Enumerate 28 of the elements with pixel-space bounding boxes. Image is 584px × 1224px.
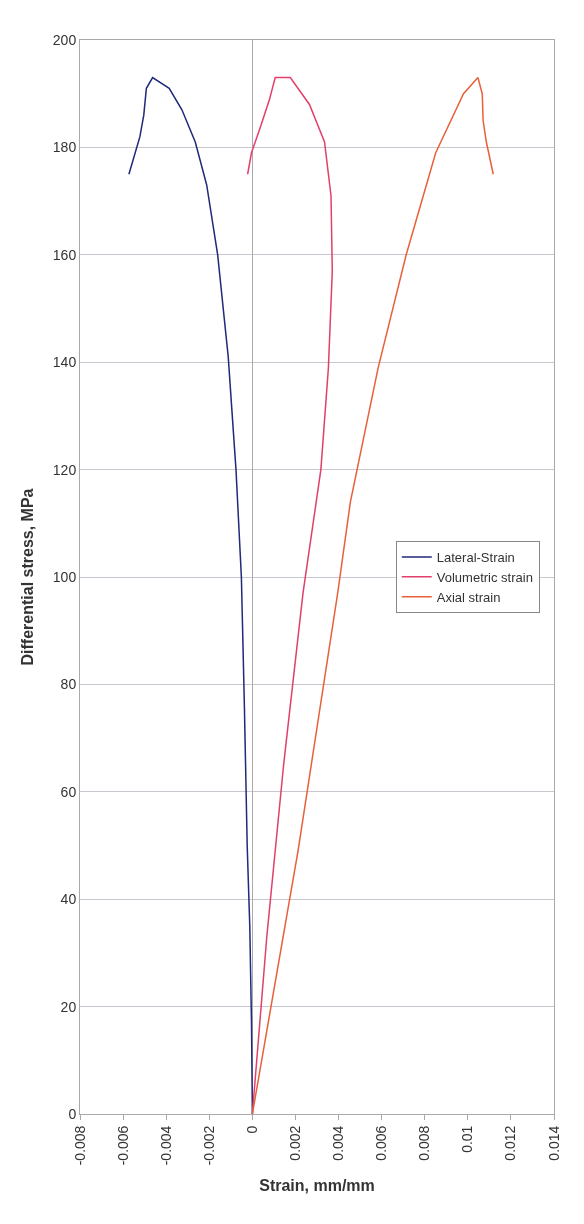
y-tick-label: 120: [52, 461, 77, 478]
x-tick-label: 0.008: [416, 1125, 433, 1161]
x-tick-label: 0.01: [459, 1125, 476, 1153]
y-tick-label: 180: [52, 139, 77, 156]
y-tick-label: 80: [60, 676, 77, 693]
x-tick-label: 0.012: [502, 1125, 519, 1161]
x-tick-label: 0.002: [287, 1125, 303, 1161]
y-tick-label: 40: [60, 891, 77, 908]
x-axis-title: Strain, mm/mm: [259, 1177, 375, 1194]
y-tick-label: 20: [60, 998, 77, 1015]
y-axis-title: Differential stress, MPa: [18, 488, 36, 666]
x-tick-label: 0.004: [330, 1125, 347, 1161]
legend-label: Volumetric strain: [436, 569, 533, 585]
y-tick-label: 160: [52, 246, 77, 263]
x-tick-label: -0.004: [157, 1125, 174, 1166]
y-tick-label: 60: [60, 783, 77, 800]
legend-label: Lateral-Strain: [436, 550, 515, 566]
y-tick-label: 200: [52, 31, 77, 48]
x-tick-label: 0.006: [373, 1125, 390, 1161]
x-tick-label: 0: [243, 1125, 260, 1134]
legend-label: Axial strain: [436, 589, 501, 605]
x-tick-label: 0.014: [545, 1125, 562, 1161]
x-tick-label: -0.006: [114, 1125, 131, 1166]
x-tick-label: -0.002: [200, 1125, 217, 1166]
x-tick-label: -0.008: [71, 1125, 88, 1166]
y-tick-label: 100: [52, 568, 77, 585]
y-tick-label: 0: [68, 1105, 77, 1122]
y-tick-label: 140: [52, 354, 77, 371]
